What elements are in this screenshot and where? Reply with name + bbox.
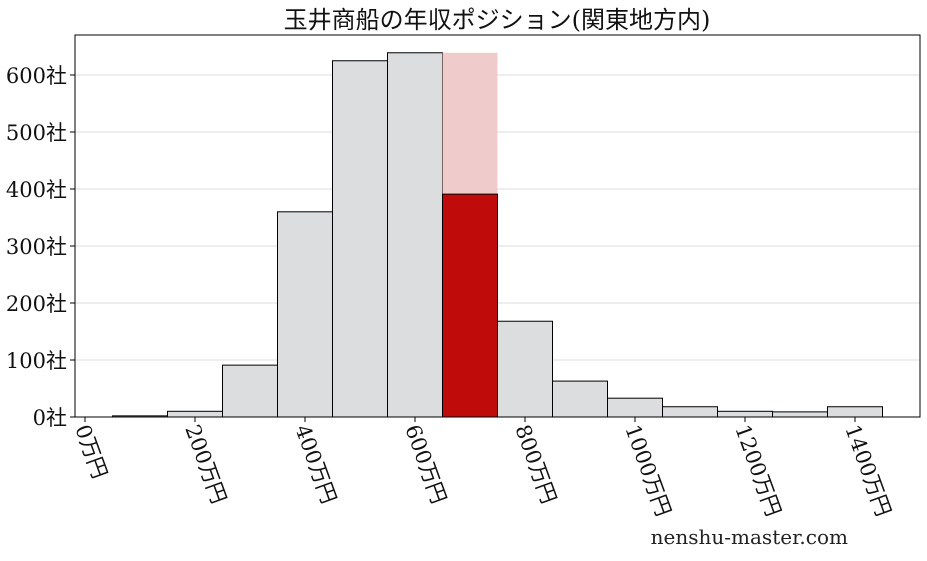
watermark: nenshu-master.com xyxy=(651,525,848,549)
histogram-bar xyxy=(827,406,883,418)
x-tick-label: 1400万円 xyxy=(840,422,895,520)
histogram-bar xyxy=(552,380,608,418)
histogram-bar xyxy=(772,411,828,418)
y-tick-label: 600社 xyxy=(6,64,67,88)
x-tick-label: 0万円 xyxy=(70,422,111,482)
y-tick-label: 400社 xyxy=(6,178,67,202)
y-tick-label: 300社 xyxy=(6,235,67,259)
y-tick-label: 0社 xyxy=(33,406,67,430)
x-tick-label: 1000万円 xyxy=(620,422,675,520)
highlight-bar xyxy=(442,193,498,418)
x-tick-label: 400万円 xyxy=(290,422,341,507)
y-tick-label: 200社 xyxy=(6,292,67,316)
histogram-bar xyxy=(332,60,388,418)
x-tick-label: 200万円 xyxy=(180,422,231,507)
histogram-bar xyxy=(167,410,223,418)
x-tick-label: 1200万円 xyxy=(730,422,785,520)
histogram-bar xyxy=(607,397,663,418)
y-tick-label: 500社 xyxy=(6,121,67,145)
histogram-bar xyxy=(387,52,443,418)
y-tick-label: 100社 xyxy=(6,349,67,373)
histogram-bar xyxy=(277,211,333,418)
histogram-bar xyxy=(497,320,553,418)
chart-title: 玉井商船の年収ポジション(関東地方内) xyxy=(284,6,711,34)
histogram-bar xyxy=(222,364,278,418)
histogram-bar xyxy=(662,406,718,418)
histogram-bar xyxy=(717,410,773,418)
x-tick-label: 600万円 xyxy=(400,422,451,507)
x-tick-label: 800万円 xyxy=(510,422,561,507)
plot-frame xyxy=(74,34,921,418)
